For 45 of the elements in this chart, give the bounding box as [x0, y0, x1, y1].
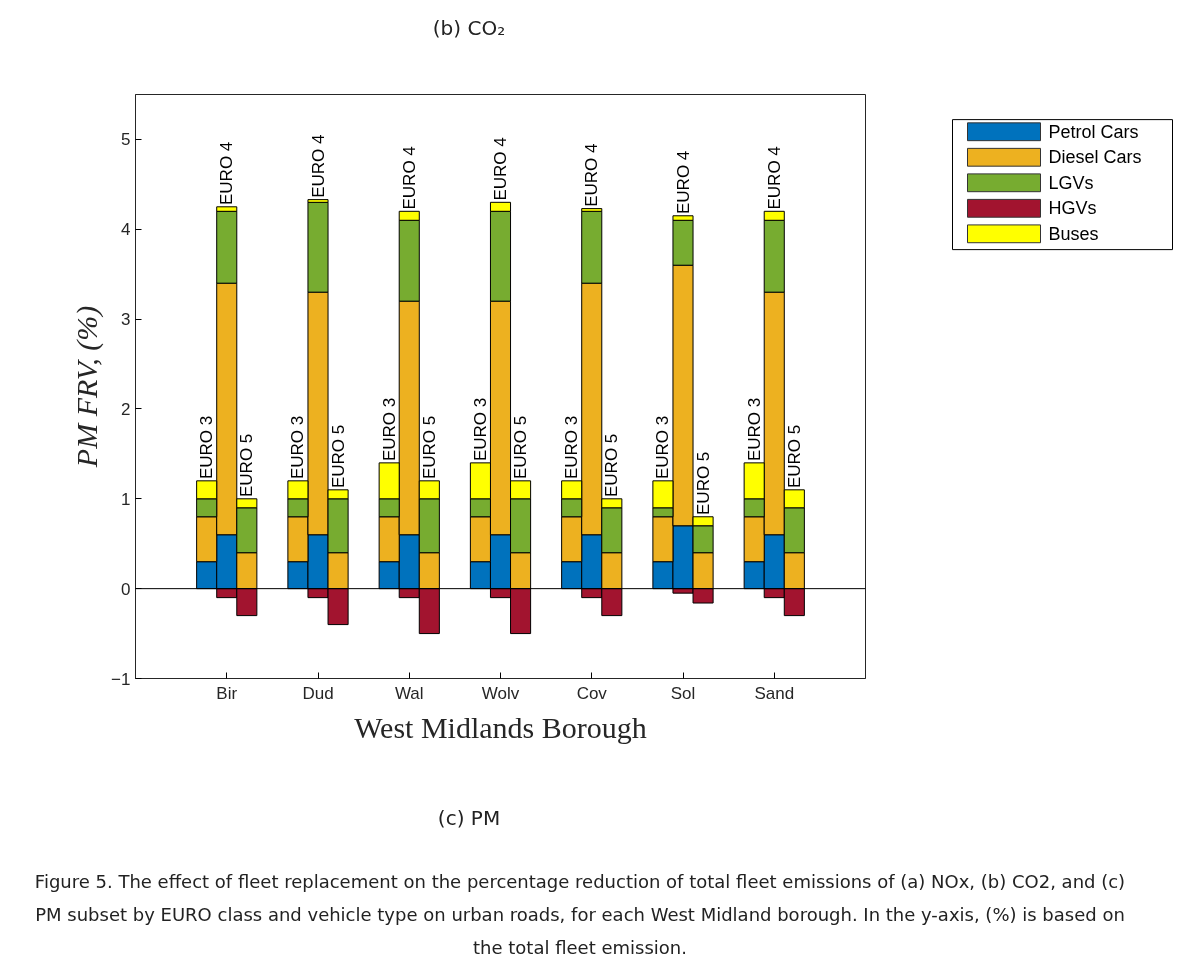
data-label: EURO 4: [308, 134, 328, 198]
data-label: EURO 3: [744, 397, 764, 462]
x-tick-label: Sand: [754, 683, 795, 703]
text: (c) PM: [437, 805, 501, 832]
x-tick-label: Dud: [302, 683, 334, 703]
text: (b) CO₂: [432, 15, 506, 42]
y-tick-label: −1: [111, 669, 131, 689]
data-label: EURO 4: [399, 146, 419, 210]
data-label: EURO 5: [784, 424, 804, 489]
data-label: EURO 3: [288, 415, 308, 480]
data-label: EURO 5: [602, 433, 622, 498]
legend-label: LGVs: [1048, 172, 1094, 193]
caption: Figure 5. The effect of fleet replacement on the percentage reduction of total fleet emissions of (a) NOx, (b) CO2, and (c) PM subset by EURO class and vehicle type on urban roads, for each West Midland borough. In the y-axis, (%) is based on the total fleet emission.: [33, 870, 1127, 960]
legend-label: HGVs: [1048, 198, 1097, 219]
data-label: EURO 3: [379, 397, 399, 462]
data-label: EURO 5: [237, 433, 257, 498]
legend-label: Petrol Cars: [1048, 121, 1139, 142]
data-label: EURO 4: [217, 141, 237, 206]
data-label: EURO 3: [470, 397, 490, 462]
data-label: EURO 4: [491, 137, 510, 201]
y-tick-label: 2: [121, 399, 131, 419]
data-label: EURO 3: [197, 415, 217, 480]
y-tick-label: 5: [121, 130, 131, 150]
data-label: EURO 5: [511, 415, 531, 480]
x-tick-label: Wal: [394, 683, 424, 703]
y-axis-title: PM FRV, (%): [70, 305, 105, 469]
data-label: EURO 4: [582, 143, 602, 207]
x-tick-label: Wolv: [481, 683, 520, 703]
legend-label: Diesel Cars: [1048, 147, 1142, 168]
y-tick-label: 0: [121, 579, 131, 599]
data-label: EURO 5: [328, 424, 348, 489]
legend-label: Buses: [1048, 223, 1099, 244]
data-label: EURO 4: [764, 146, 784, 210]
y-tick-label: 4: [121, 220, 131, 240]
data-label: EURO 4: [673, 150, 693, 214]
x-tick-label: Cov: [576, 683, 608, 703]
x-tick-label: Bir: [216, 683, 238, 703]
x-axis-title: West Midlands Borough: [354, 710, 647, 744]
data-label: EURO 3: [562, 415, 582, 480]
y-tick-label: 3: [121, 310, 131, 330]
data-label: EURO 5: [419, 415, 439, 480]
y-tick-label: 1: [121, 489, 131, 509]
data-label: EURO 3: [653, 415, 673, 480]
data-label: EURO 5: [693, 451, 713, 515]
x-tick-label: Sol: [670, 683, 696, 703]
